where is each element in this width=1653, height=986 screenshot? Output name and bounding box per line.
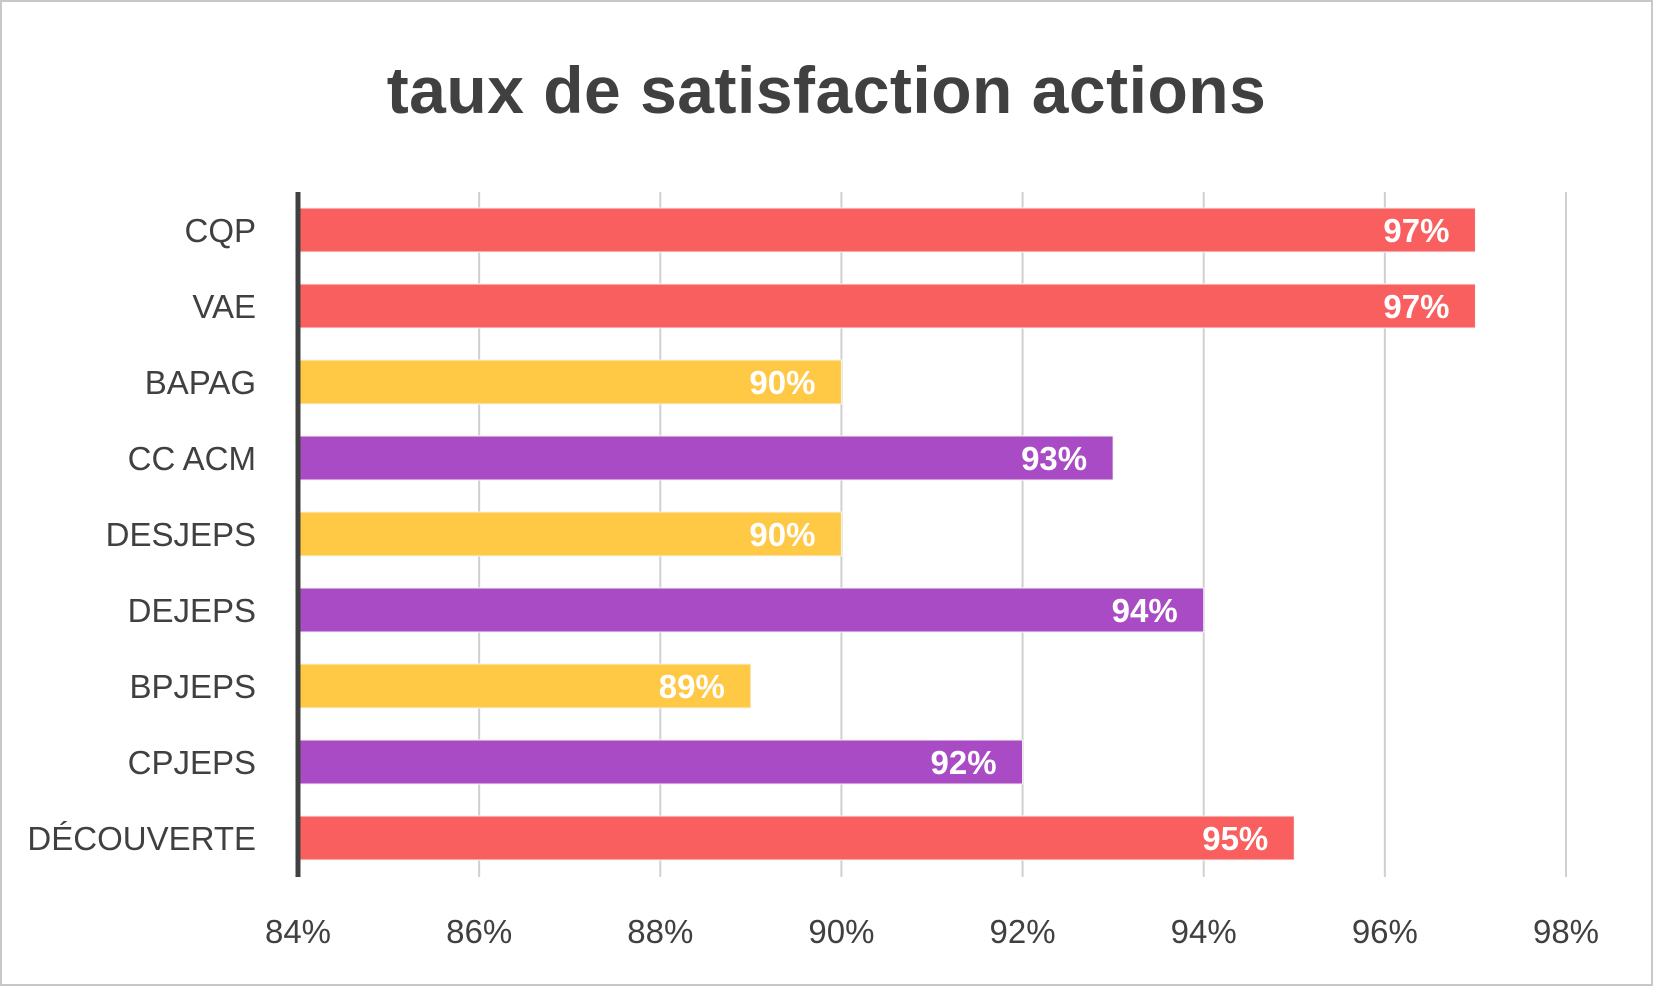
x-tick-label: 88% <box>627 913 693 950</box>
category-label: DESJEPS <box>106 516 256 553</box>
bars <box>297 207 1476 861</box>
bar[interactable] <box>297 283 1476 329</box>
x-tick-label: 96% <box>1352 913 1418 950</box>
data-label: 97% <box>1383 212 1449 249</box>
data-labels: 97% 97% 90% 93% 90% 94% 89% 92% 95% <box>659 212 1450 857</box>
x-tick-label: 94% <box>1171 913 1237 950</box>
x-tick-label: 86% <box>446 913 512 950</box>
category-label: BPJEPS <box>129 668 256 705</box>
category-label: CPJEPS <box>128 744 256 781</box>
x-tick-label: 90% <box>808 913 874 950</box>
chart-title: taux de satisfaction actions <box>386 53 1267 127</box>
data-label: 90% <box>749 364 815 401</box>
category-label: DEJEPS <box>128 592 256 629</box>
category-label: BAPAG <box>145 364 256 401</box>
data-label: 89% <box>659 668 725 705</box>
category-labels: CQP VAE BAPAG CC ACM DESJEPS DEJEPS BPJEPS CPJE… <box>27 212 256 857</box>
x-tick-label: 84% <box>265 913 331 950</box>
x-tick-label: 98% <box>1533 913 1599 950</box>
bar[interactable] <box>297 739 1024 785</box>
category-label: VAE <box>192 288 256 325</box>
bar[interactable] <box>297 435 1114 481</box>
data-label: 93% <box>1021 440 1087 477</box>
bar[interactable] <box>297 815 1295 861</box>
data-label: 92% <box>931 744 997 781</box>
data-label: 97% <box>1383 288 1449 325</box>
bar[interactable] <box>297 587 1205 633</box>
x-tick-label: 92% <box>990 913 1056 950</box>
category-label: CQP <box>184 212 256 249</box>
category-label: CC ACM <box>128 440 256 477</box>
data-label: 94% <box>1112 592 1178 629</box>
bar[interactable] <box>297 207 1476 253</box>
data-label: 90% <box>749 516 815 553</box>
category-label: DÉCOUVERTE <box>27 820 256 857</box>
x-tick-labels: 84% 86% 88% 90% 92% 94% 96% 98% <box>265 913 1599 950</box>
data-label: 95% <box>1202 820 1268 857</box>
